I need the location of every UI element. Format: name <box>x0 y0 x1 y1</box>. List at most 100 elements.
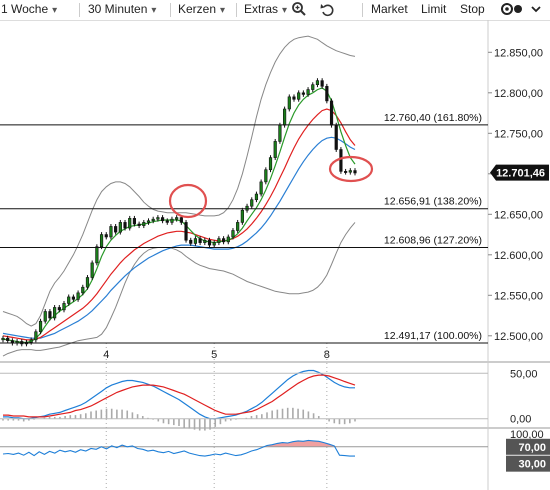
candle <box>81 286 85 294</box>
candle <box>250 199 254 207</box>
fibonacci-label: 12.608,96 (127.20%) <box>384 235 482 247</box>
bollinger-lower-line <box>2 222 356 357</box>
chart-area[interactable]: 12.760,40 (161.80%) 12.656,91 (138.20%) 12… <box>0 20 550 490</box>
x-tick-label: 8 <box>324 349 330 361</box>
sma-mid-line <box>2 108 356 341</box>
y-tick-label: 12.750,00 <box>494 128 543 140</box>
chevron-down-icon <box>531 6 541 13</box>
candle <box>184 222 188 241</box>
candle <box>212 242 216 246</box>
candle <box>142 222 146 226</box>
candle <box>160 217 165 222</box>
candle <box>6 337 10 341</box>
candle <box>29 339 33 343</box>
toolbar-divider <box>362 3 363 17</box>
chevron-down-icon: ▾ <box>282 5 288 16</box>
candle <box>156 217 160 220</box>
interval-select[interactable]: 30 Minuten ▾ <box>88 2 156 16</box>
y-tick-label: 12.800,00 <box>494 88 543 100</box>
price-axis: 12.850,0012.800,0012.750,0012.700,0012.6… <box>488 47 549 343</box>
chart-toolbar: 1 Woche ▾ 30 Minuten ▾ Kerzen ▾ Extras ▾ Mar… <box>0 0 550 21</box>
zoom-icon <box>292 2 306 16</box>
market-order-button[interactable]: Market <box>371 2 408 16</box>
x-tick-label: 5 <box>211 349 217 361</box>
candle <box>165 220 169 223</box>
x-tick-label: 4 <box>103 349 109 361</box>
candle <box>334 124 338 150</box>
chevron-down-icon: ▾ <box>52 5 58 16</box>
candle <box>85 277 90 288</box>
period-select[interactable]: 1 Woche ▾ <box>1 2 57 16</box>
rsi-tick-label: 30,00 <box>518 459 546 471</box>
candle <box>306 89 310 95</box>
candle <box>43 311 47 322</box>
candle <box>179 217 183 223</box>
toolbar-divider <box>79 3 80 17</box>
macd-tick-label: 50,00 <box>510 368 538 380</box>
toolbar-divider <box>170 3 171 17</box>
candle <box>137 223 141 226</box>
candle <box>132 218 137 225</box>
stop-order-button[interactable]: Stop <box>460 2 485 16</box>
highlight-layer <box>168 155 374 219</box>
rsi-level-badge <box>506 438 550 455</box>
candle <box>146 220 151 223</box>
y-tick-label: 12.600,00 <box>494 250 543 262</box>
more-menu-button[interactable] <box>530 2 542 19</box>
candle <box>114 226 118 233</box>
candle <box>99 234 104 248</box>
candle <box>273 141 277 158</box>
candle <box>329 100 334 126</box>
candle <box>344 171 348 173</box>
macd-signal-line <box>3 374 356 418</box>
zoom-button[interactable] <box>291 1 307 20</box>
candle <box>118 222 122 233</box>
bollinger-upper-line <box>2 35 356 327</box>
candle <box>278 124 282 142</box>
candle <box>104 234 108 238</box>
fibonacci-label: 12.491,17 (100.00%) <box>384 330 482 342</box>
candle <box>231 230 235 238</box>
candle <box>175 217 179 220</box>
fibonacci-label: 12.760,40 (161.80%) <box>384 112 482 124</box>
candle <box>38 320 43 333</box>
extras-select[interactable]: Extras ▾ <box>244 2 287 16</box>
candle <box>353 170 357 174</box>
candle <box>301 92 305 95</box>
candle <box>315 80 320 86</box>
candle <box>123 222 127 229</box>
chevron-down-icon: ▾ <box>220 5 226 16</box>
rsi-tick-label: 100,00 <box>510 429 544 441</box>
candle <box>287 96 291 110</box>
settings-toggle-button[interactable] <box>501 1 523 20</box>
macd-line <box>3 369 355 420</box>
rsi-line <box>2 439 355 457</box>
candle <box>189 239 193 244</box>
undo-icon <box>320 4 334 17</box>
macd-tick-label: 0,00 <box>510 414 531 426</box>
candle <box>57 307 61 311</box>
fibonacci-layer[interactable]: 12.760,40 (161.80%) 12.656,91 (138.20%) 12… <box>0 112 488 344</box>
limit-order-button[interactable]: Limit <box>421 2 447 16</box>
candle <box>348 170 352 173</box>
candle <box>268 157 273 171</box>
candle-layer <box>1 78 357 347</box>
candle <box>264 169 268 183</box>
time-axis: 4 5 8 <box>103 349 330 361</box>
candle <box>254 193 259 201</box>
candle <box>151 218 155 222</box>
undo-button[interactable] <box>319 1 335 20</box>
sma-fast-line <box>2 87 356 343</box>
candle <box>170 218 174 223</box>
interval-label: 30 Minuten <box>88 2 148 16</box>
candle <box>53 307 57 319</box>
chart-style-label: Kerzen <box>178 2 217 16</box>
candle <box>240 209 244 223</box>
highlight-circle <box>168 183 208 219</box>
chart-style-select[interactable]: Kerzen ▾ <box>178 2 225 16</box>
y-tick-label: 12.850,00 <box>494 47 543 59</box>
candle <box>95 246 99 264</box>
extras-label: Extras <box>244 2 279 16</box>
highlight-circle <box>328 155 374 183</box>
candle <box>207 239 212 246</box>
